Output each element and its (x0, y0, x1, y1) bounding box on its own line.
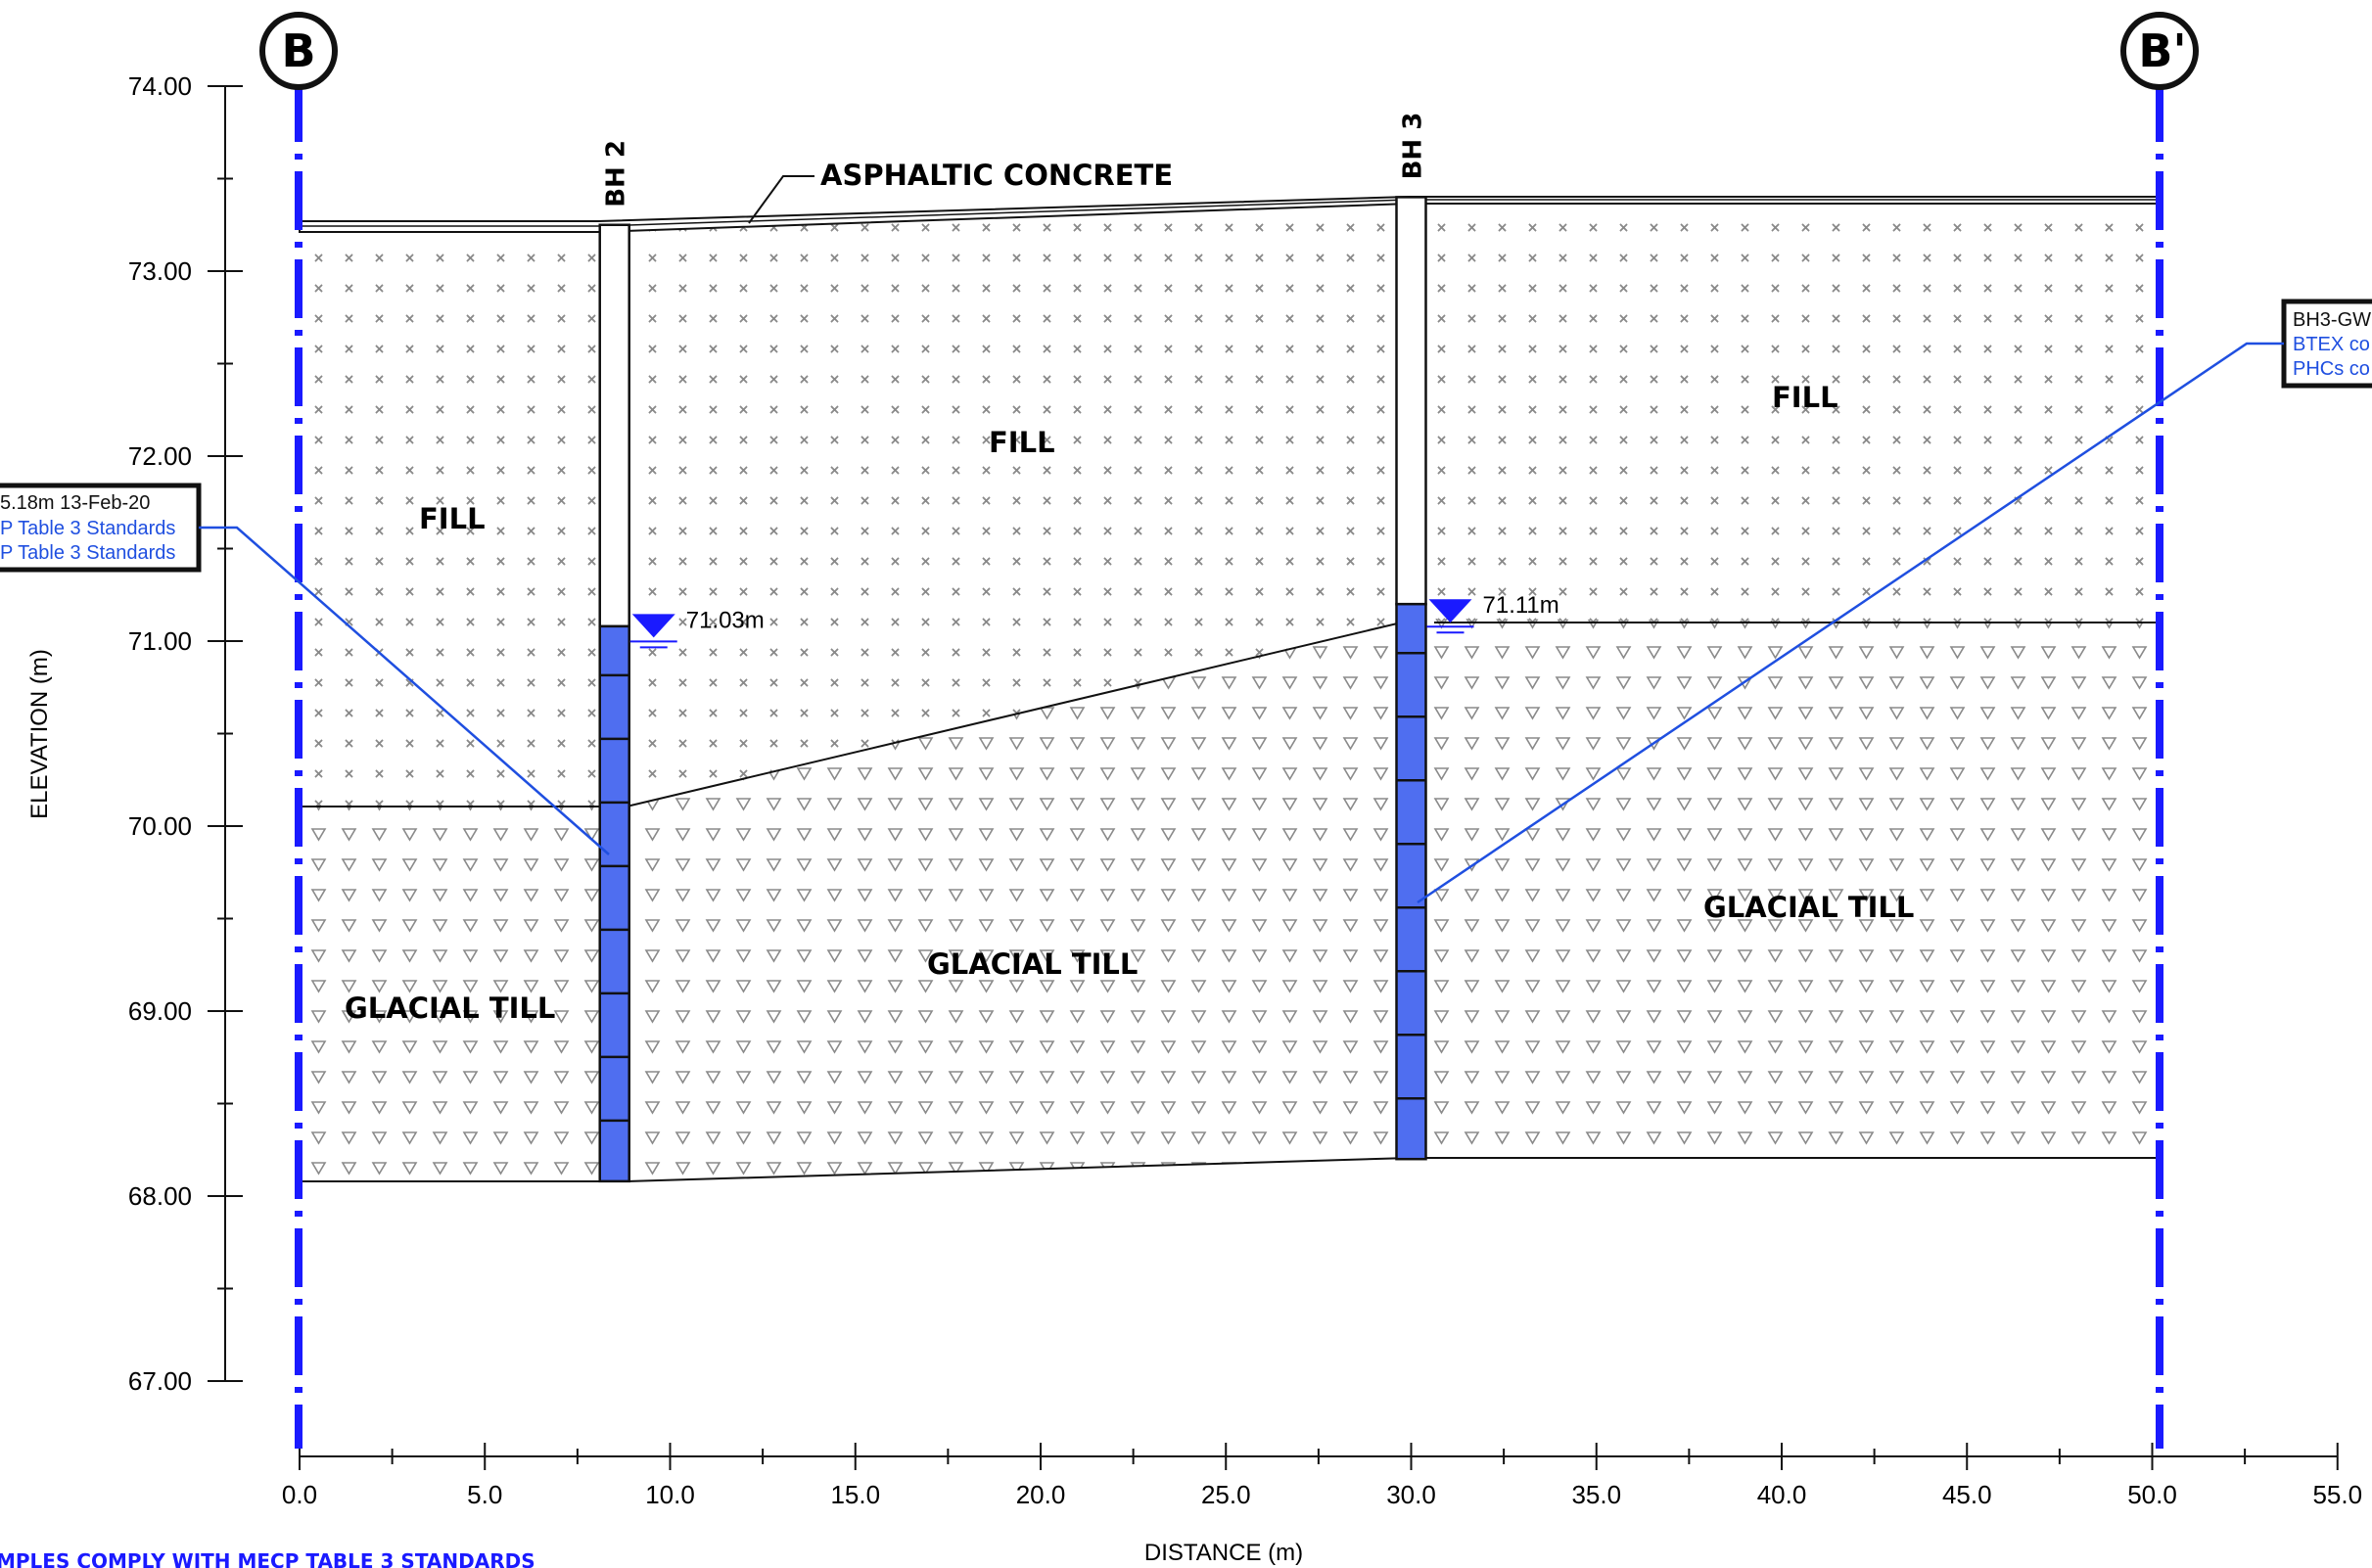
glacial-till-layer (300, 619, 2159, 1181)
water-level-label: 71.03m (686, 607, 765, 633)
callout-right-line3: PHCs co (2293, 358, 2370, 380)
marker-b-circle (259, 12, 338, 90)
marker-b-prime-label: B' (2138, 24, 2186, 77)
y-axis-title: ELEVATION (m) (26, 649, 53, 819)
x-tick-label: 0.0 (282, 1480, 317, 1509)
x-tick-label: 55.0 (2312, 1480, 2362, 1509)
y-tick-label: 72.00 (128, 441, 192, 471)
y-tick-label: 69.00 (128, 996, 192, 1026)
glacial-till-label-left: GLACIAL TILL (345, 992, 555, 1025)
borehole-riser (598, 223, 630, 628)
fill-label-mid: FILL (989, 426, 1055, 459)
borehole-riser (1395, 196, 1427, 606)
x-tick-label: 50.0 (2127, 1480, 2177, 1509)
x-tick-label: 35.0 (1571, 1480, 1621, 1509)
x-tick-label: 25.0 (1201, 1480, 1251, 1509)
marker-b-label: B (281, 24, 315, 77)
callout-left-line2: P Table 3 Standards (0, 518, 175, 539)
glacial-till-label-mid: GLACIAL TILL (927, 947, 1138, 981)
borehole-label: BH 3 (1399, 113, 1428, 180)
layer-labels: ASPHALTIC CONCRETE FILL FILL FILL GLACIA… (345, 159, 1914, 1025)
x-tick-label: 20.0 (1016, 1480, 1066, 1509)
borehole-label: BH 2 (602, 140, 631, 208)
callout-right-line1: BH3-GW (2293, 309, 2371, 331)
y-tick-label: 73.00 (128, 256, 192, 286)
y-tick-label: 74.00 (128, 71, 192, 101)
callout-left-line1: 5.18m 13-Feb-20 (0, 492, 150, 514)
borehole-screen (598, 624, 630, 1183)
borehole-1: BH 2 71.03m (598, 140, 765, 1183)
water-level-label: 71.11m (1483, 592, 1559, 619)
boreholes: BH 2 71.03m BH 3 71.11m (598, 113, 1559, 1183)
glacial-till-label-right: GLACIAL TILL (1703, 891, 1914, 924)
callout-left-line3: P Table 3 Standards (0, 542, 175, 564)
borehole-2: BH 3 71.11m (1395, 113, 1559, 1161)
x-axis-title: DISTANCE (m) (1144, 1540, 1303, 1566)
y-tick-label: 71.00 (128, 626, 192, 656)
callout-right-line2: BTEX co (2293, 334, 2370, 355)
x-tick-label: 10.0 (645, 1480, 695, 1509)
y-tick-label: 70.00 (128, 811, 192, 841)
footer-note: MPLES COMPLY WITH MECP TABLE 3 STANDARDS (0, 1549, 535, 1568)
callout-left: 5.18m 13-Feb-20 P Table 3 Standards P Ta… (0, 483, 610, 855)
y-tick-label: 68.00 (128, 1181, 192, 1211)
y-tick-label: 67.00 (128, 1366, 192, 1396)
x-tick-label: 15.0 (830, 1480, 880, 1509)
x-tick-label: 30.0 (1386, 1480, 1436, 1509)
callout-right: BH3-GW BTEX co PHCs co (1417, 299, 2372, 904)
asphaltic-concrete-label: ASPHALTIC CONCRETE (820, 159, 1173, 192)
asphalt-leader (748, 175, 814, 224)
fill-layer (300, 204, 2159, 807)
section-markers: B B' (259, 12, 2199, 1449)
water-level-icon (1428, 599, 1472, 623)
x-tick-label: 5.0 (467, 1480, 502, 1509)
borehole-screen (1395, 602, 1427, 1161)
x-tick-label: 45.0 (1942, 1480, 1992, 1509)
water-level-icon (631, 614, 675, 638)
fill-label-left: FILL (419, 502, 486, 535)
x-tick-label: 40.0 (1757, 1480, 1807, 1509)
fill-label-right: FILL (1772, 381, 1838, 414)
marker-b-prime-circle (2120, 12, 2199, 90)
axes: 67.00 68.00 69.00 70.00 71.00 72.00 73.00 74.00… (128, 71, 2362, 1509)
